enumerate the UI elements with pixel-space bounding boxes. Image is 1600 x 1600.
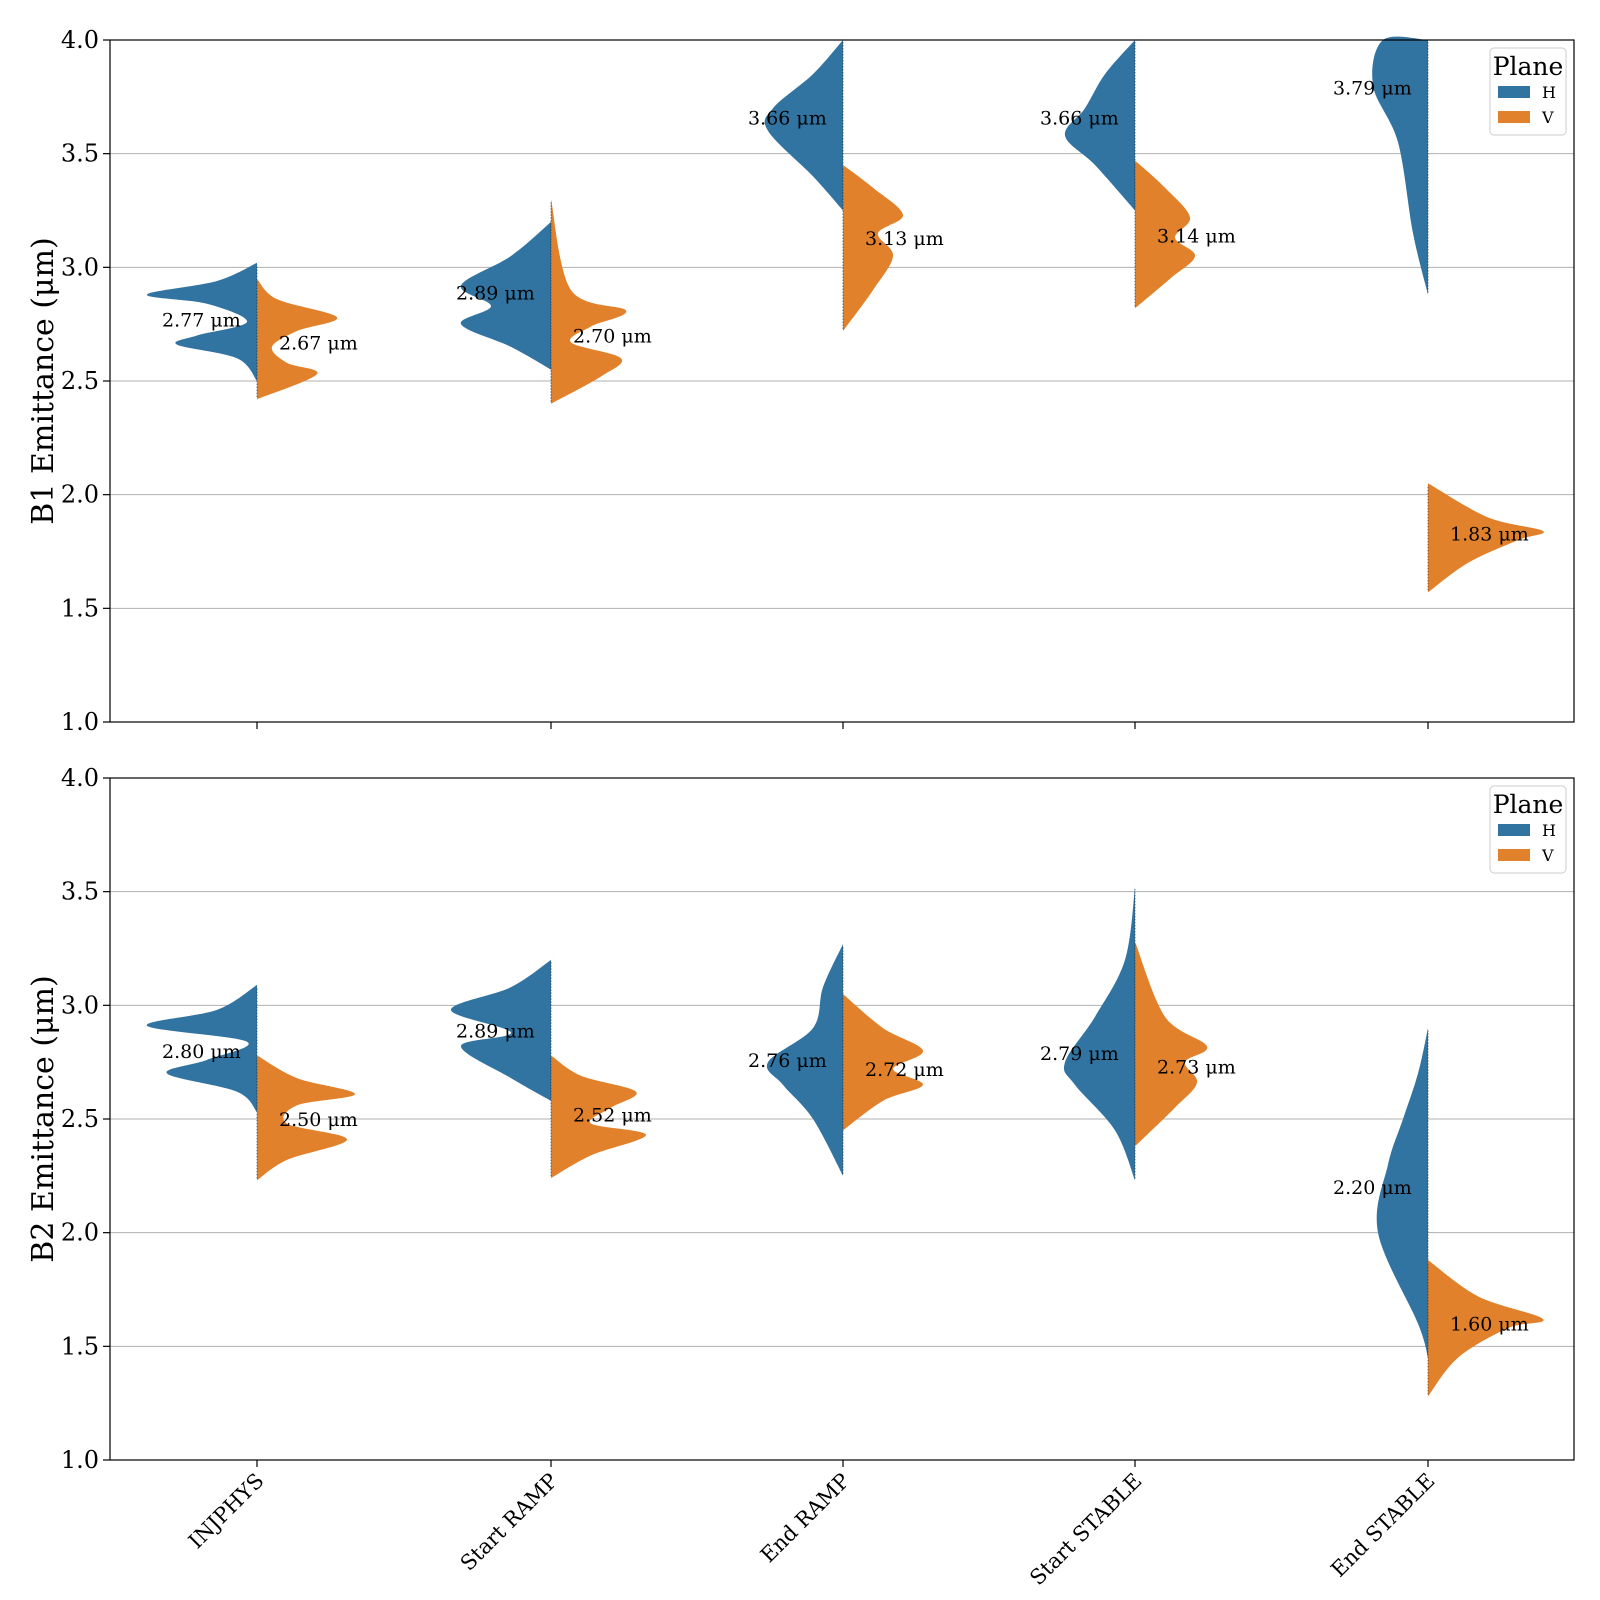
y-axis-title: B1 Emittance (μm)	[26, 237, 61, 524]
violin-h-3	[766, 940, 846, 1181]
median-label-v: 2.72 μm	[865, 1059, 944, 1081]
median-label-v: 1.83 μm	[1450, 523, 1529, 545]
median-label-h: 2.79 μm	[1040, 1043, 1119, 1065]
legend-label-h: H	[1542, 821, 1556, 840]
violin-v-4	[1132, 158, 1196, 311]
x-tick-label: Start STABLE	[1025, 1469, 1146, 1590]
violin-v-3	[840, 991, 924, 1133]
y-tick-label: 3.0	[61, 253, 99, 281]
y-tick-label: 1.0	[61, 708, 99, 736]
violin-v-5	[1423, 480, 1544, 595]
y-tick-label: 1.5	[61, 1332, 99, 1360]
y-tick-label: 2.5	[61, 1105, 99, 1133]
violin-v-4	[1132, 936, 1208, 1150]
legend-swatch-v	[1498, 849, 1530, 861]
y-tick-label: 4.0	[61, 764, 99, 792]
median-label-v: 1.60 μm	[1450, 1314, 1529, 1336]
y-axis-title: B2 Emittance (μm)	[26, 975, 61, 1262]
y-tick-label: 1.0	[61, 1446, 99, 1474]
violin-h-2	[451, 957, 554, 1103]
axes-frame	[109, 777, 1575, 1461]
median-label-h: 2.80 μm	[162, 1041, 241, 1063]
legend: Plane HV	[1489, 785, 1567, 874]
median-label-v: 2.50 μm	[279, 1109, 358, 1131]
panel-1: 1.0 1.5 2.0 2.5 3.0 3.5 4.0 2.77 μm 2.89 μm 3.66 …	[26, 26, 1575, 736]
median-label-v: 2.67 μm	[279, 332, 358, 354]
violin-h-1	[146, 261, 260, 383]
legend-swatch-v	[1498, 111, 1530, 123]
median-label-h: 3.66 μm	[1040, 107, 1119, 129]
violin-h-2	[460, 219, 554, 372]
y-tick-label: 4.0	[61, 26, 99, 54]
legend-swatch-h	[1498, 86, 1530, 98]
violin-h-4	[1064, 37, 1138, 214]
violin-h-5	[1372, 36, 1430, 300]
violin-v-3	[840, 163, 904, 335]
legend-label-v: V	[1541, 846, 1554, 865]
median-label-v: 2.52 μm	[573, 1104, 652, 1126]
median-label-h: 2.89 μm	[456, 282, 535, 304]
median-label-v: 3.14 μm	[1157, 226, 1236, 248]
median-label-h: 3.79 μm	[1333, 78, 1412, 100]
x-tick-label: End RAMP	[756, 1469, 855, 1568]
legend: Plane HV	[1489, 47, 1567, 136]
legend-label-v: V	[1541, 108, 1554, 127]
violin-v-2	[547, 192, 627, 406]
x-tick-label: INJPHYS	[184, 1469, 269, 1554]
median-label-v: 3.13 μm	[865, 228, 944, 250]
median-label-h: 2.77 μm	[162, 310, 241, 332]
y-tick-label: 3.5	[61, 878, 99, 906]
median-label-h: 2.20 μm	[1333, 1177, 1412, 1199]
y-tick-label: 1.5	[61, 594, 99, 622]
violin-v-5	[1424, 1257, 1544, 1400]
median-label-h: 3.66 μm	[748, 107, 827, 129]
violin-h-4	[1063, 881, 1137, 1185]
x-tick-label: End STABLE	[1326, 1469, 1439, 1582]
violin-h-5	[1376, 1024, 1429, 1361]
axes-frame	[109, 39, 1575, 723]
median-label-v: 2.73 μm	[1157, 1057, 1236, 1079]
x-tick-label: Start RAMP	[456, 1469, 563, 1576]
legend-title: Plane	[1493, 52, 1564, 81]
legend-swatch-h	[1498, 824, 1530, 836]
legend-label-h: H	[1542, 83, 1556, 102]
median-label-h: 2.89 μm	[456, 1020, 535, 1042]
y-tick-label: 2.0	[61, 481, 99, 509]
y-tick-label: 2.0	[61, 1219, 99, 1247]
median-label-h: 2.76 μm	[748, 1050, 827, 1072]
violin-h-3	[764, 37, 846, 214]
violin-v-1	[252, 277, 338, 402]
legend-title: Plane	[1493, 790, 1564, 819]
y-tick-label: 3.0	[61, 991, 99, 1019]
violin-h-1	[146, 983, 260, 1114]
panel-2: 1.0 1.5 2.0 2.5 3.0 3.5 4.0 2.80 μm 2.89 μm 2.76 …	[26, 764, 1575, 1590]
y-tick-label: 3.5	[61, 140, 99, 168]
violin-v-2	[548, 1053, 646, 1180]
median-label-v: 2.70 μm	[573, 326, 652, 348]
violin-v-1	[254, 1053, 355, 1182]
y-tick-label: 2.5	[61, 367, 99, 395]
